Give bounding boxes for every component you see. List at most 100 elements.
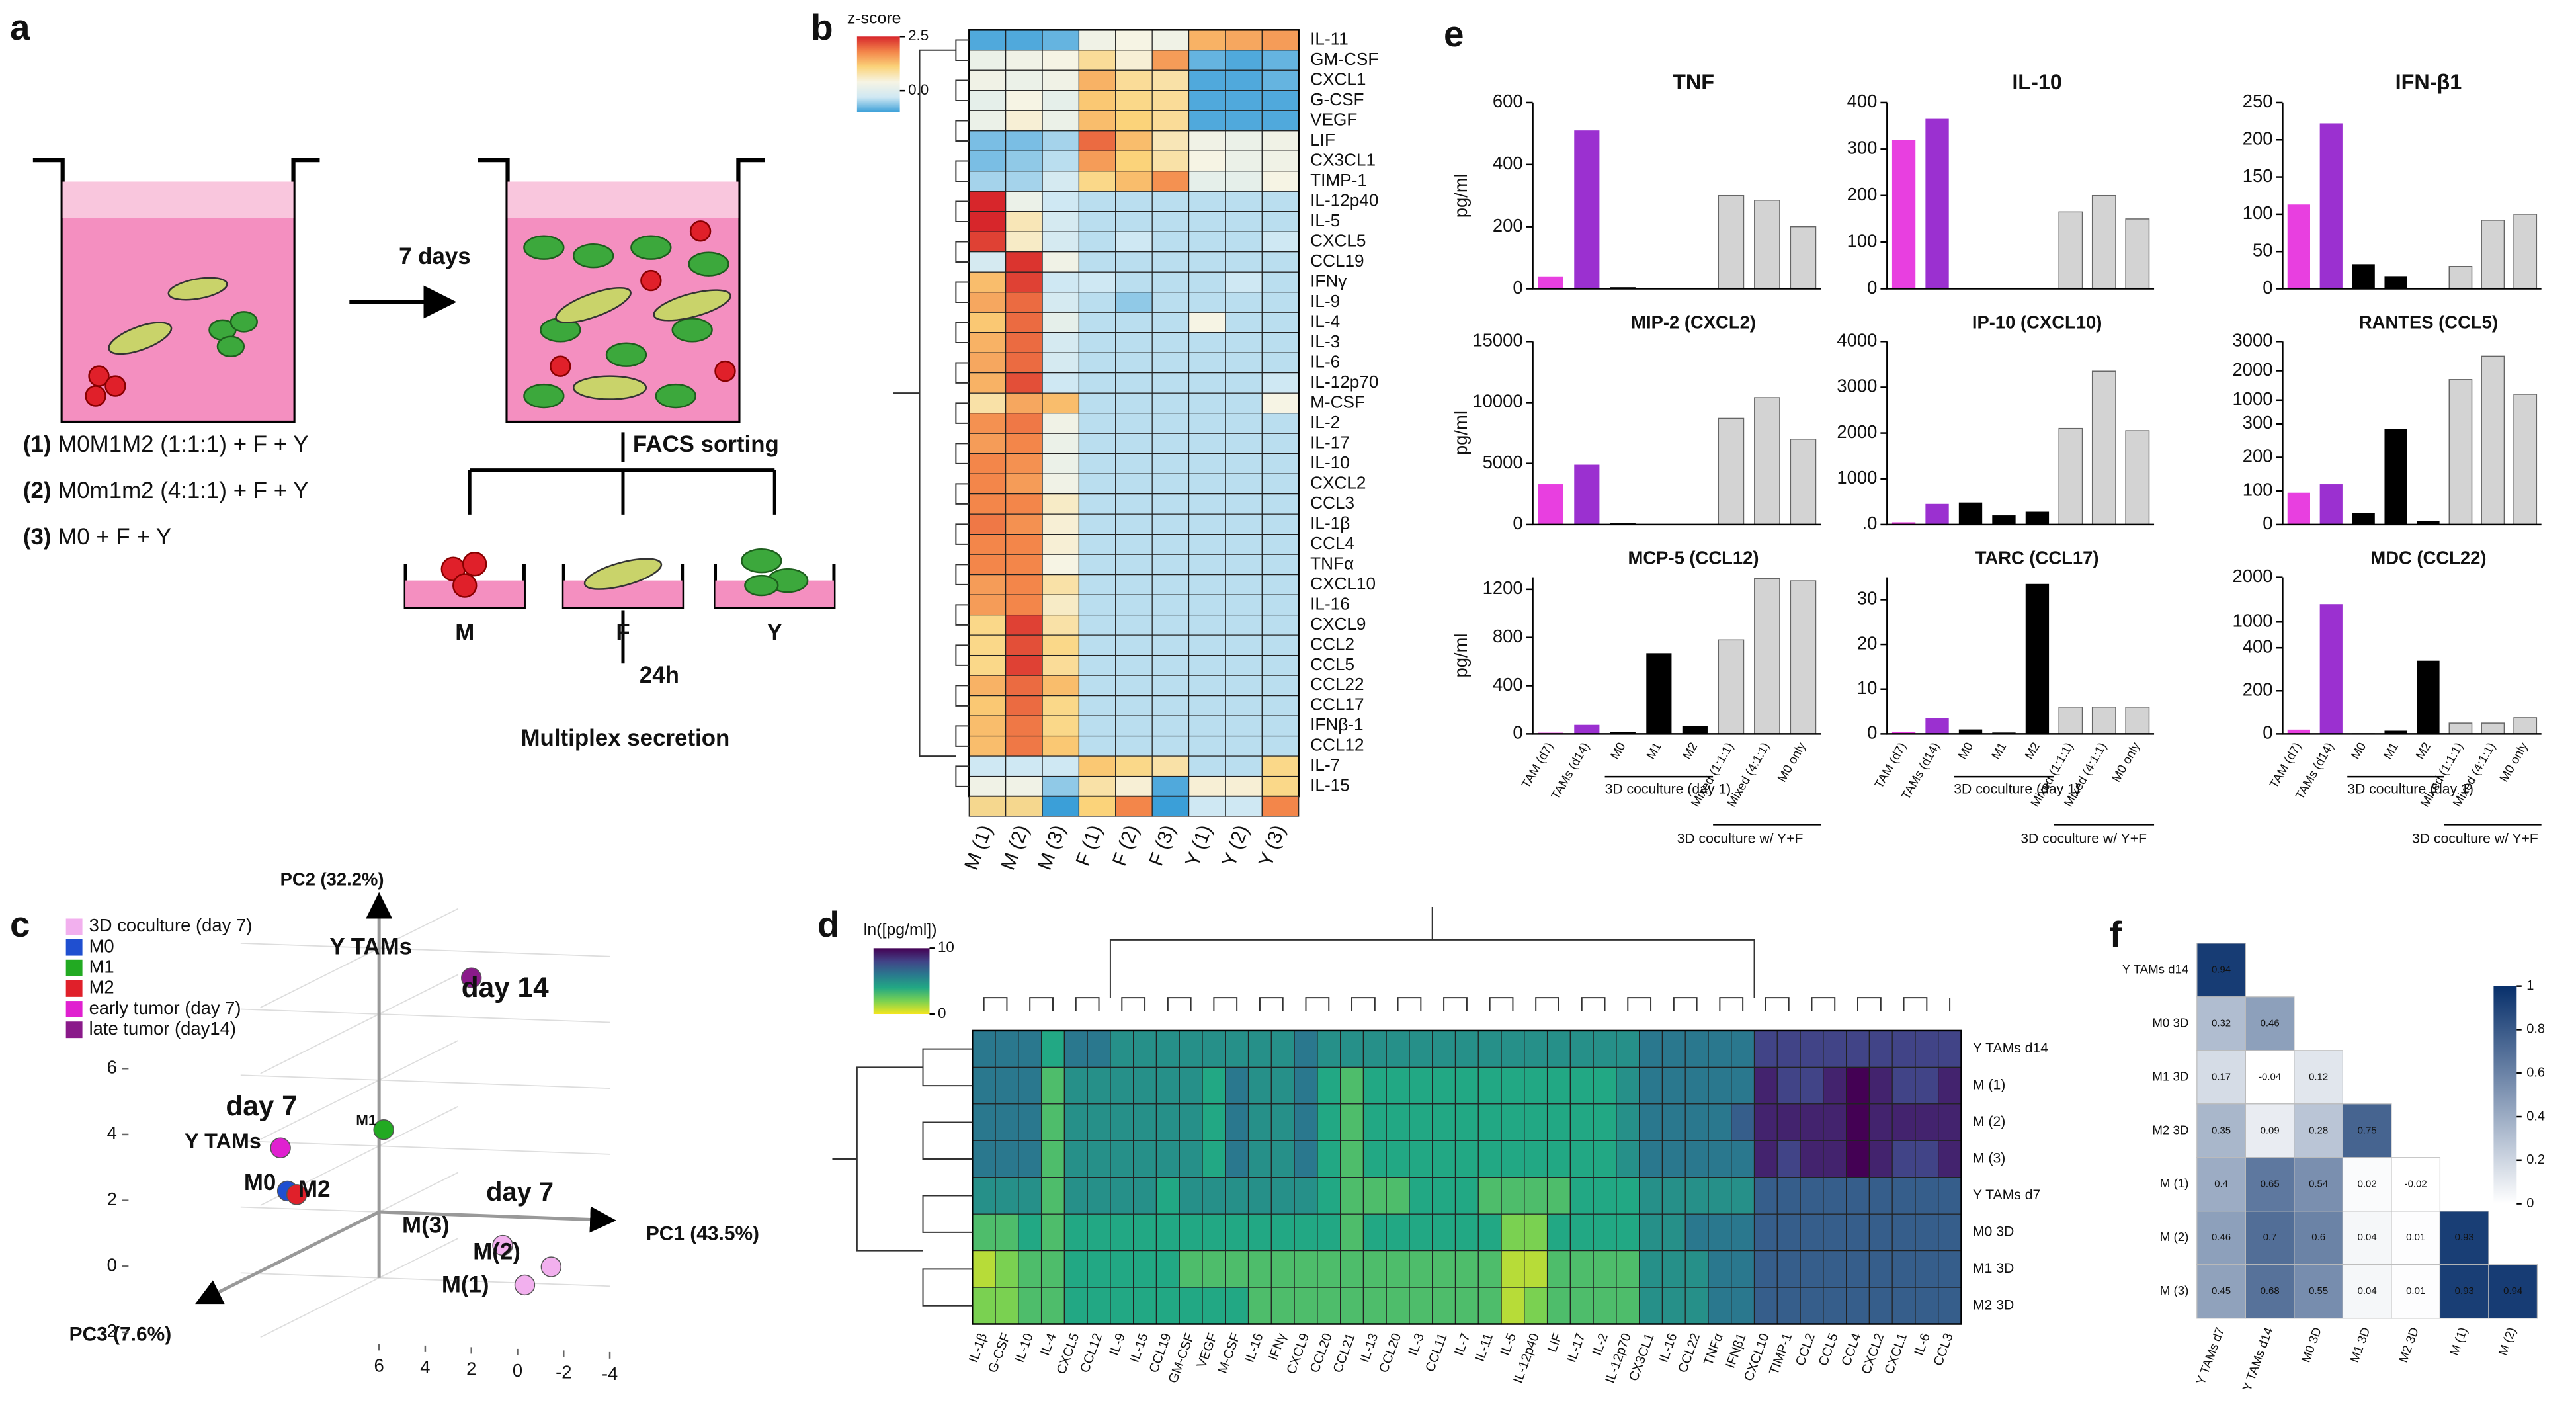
x-tick-label: TAM (d7) bbox=[1518, 740, 1556, 791]
heatmap-cell bbox=[1546, 1213, 1571, 1252]
bar bbox=[2287, 204, 2310, 289]
heatmap-cell bbox=[1005, 50, 1043, 71]
heatmap-cell bbox=[1225, 352, 1263, 374]
group-label: 3D coculture (day 1) bbox=[1605, 782, 1731, 797]
heatmap-cell bbox=[1179, 1177, 1203, 1215]
tick-label: -2 bbox=[101, 1320, 117, 1341]
heatmap-cell bbox=[1868, 1177, 1893, 1215]
dendro-branch bbox=[955, 564, 970, 585]
heatmap-cell bbox=[1151, 433, 1190, 454]
bar bbox=[1790, 580, 1817, 735]
bar bbox=[1891, 522, 1916, 525]
heatmap-cell bbox=[1317, 1250, 1341, 1288]
heatmap-cell bbox=[1225, 594, 1263, 616]
corr-value: 0.68 bbox=[2261, 1285, 2280, 1297]
row-label: M (3) bbox=[1973, 1151, 2005, 1166]
heatmap-cell bbox=[1294, 1250, 1318, 1288]
grid-line bbox=[240, 1074, 610, 1090]
heatmap-cell bbox=[1261, 775, 1300, 797]
bar bbox=[1790, 226, 1817, 290]
heatmap-cell bbox=[1188, 130, 1226, 151]
bar bbox=[2125, 430, 2150, 525]
heatmap-cell bbox=[1938, 1250, 1962, 1288]
heatmap-cell bbox=[1593, 1030, 1617, 1068]
heatmap-cell bbox=[1042, 453, 1080, 474]
column-label: Y (2) bbox=[1218, 822, 1253, 870]
heatmap-cell bbox=[1454, 1213, 1479, 1252]
heatmap-cell bbox=[1386, 1140, 1410, 1178]
heatmap-cell bbox=[1639, 1213, 1663, 1252]
heatmap-cell bbox=[1018, 1250, 1042, 1288]
x-tick-label: M0 bbox=[1955, 740, 1975, 761]
column-label: IL-2 bbox=[1590, 1331, 1611, 1357]
row-label: IL-6 bbox=[1310, 351, 1340, 371]
row-label: CXCL5 bbox=[1310, 230, 1366, 250]
heatmap-cell bbox=[1110, 1030, 1134, 1068]
heatmap-cell bbox=[1040, 1103, 1065, 1141]
heatmap-cell bbox=[1202, 1213, 1226, 1252]
heatmap-cell bbox=[968, 755, 1007, 777]
heatmap-cell bbox=[1261, 534, 1300, 555]
heatmap-cell bbox=[1110, 1066, 1134, 1105]
heatmap-cell bbox=[1040, 1177, 1065, 1215]
dendro-branch bbox=[832, 1066, 923, 1252]
heatmap-cell bbox=[1270, 1287, 1295, 1325]
heatmap-cell bbox=[1501, 1140, 1525, 1178]
heatmap-cell bbox=[968, 372, 1007, 394]
heatmap-cell bbox=[1225, 312, 1263, 333]
heatmap-cell bbox=[1151, 473, 1190, 495]
heatmap-cell bbox=[1915, 1213, 1939, 1252]
heatmap-cell bbox=[972, 1140, 996, 1178]
heatmap-cell bbox=[1477, 1177, 1502, 1215]
x-tick-label: TAM (d7) bbox=[1872, 740, 1909, 791]
column-label: IL-13 bbox=[1357, 1331, 1381, 1364]
bar bbox=[2287, 492, 2310, 525]
heatmap-cell bbox=[1317, 1103, 1341, 1141]
heatmap-cell bbox=[1800, 1030, 1824, 1068]
heatmap-cell bbox=[1078, 251, 1116, 273]
heatmap-cell bbox=[1151, 534, 1190, 555]
y-tick-label: 1000 bbox=[2233, 611, 2273, 631]
legend-label: M2 bbox=[89, 977, 114, 998]
y-tick-label: 0 bbox=[1867, 722, 1877, 743]
dendro-branch bbox=[955, 79, 970, 102]
chart-title: IFN-β1 bbox=[2395, 70, 2462, 94]
heatmap-cell bbox=[1225, 231, 1263, 253]
y-tick-label: 300 bbox=[2243, 412, 2273, 433]
heatmap-cell bbox=[1661, 1177, 1686, 1215]
heatmap-cell bbox=[1938, 1140, 1962, 1178]
heatmap-cell bbox=[968, 171, 1007, 192]
bar bbox=[2058, 211, 2083, 290]
heatmap-cell bbox=[1042, 392, 1080, 414]
corr-cell bbox=[2245, 996, 2295, 1051]
row-label: TNFα bbox=[1310, 553, 1354, 573]
heatmap-cell bbox=[1661, 1287, 1686, 1325]
column-label: IFNβ1 bbox=[1723, 1331, 1749, 1370]
heatmap-cell bbox=[1731, 1066, 1755, 1105]
heatmap-cell bbox=[1018, 1177, 1042, 1215]
heatmap-cell bbox=[1386, 1030, 1410, 1068]
y-tick-label: 10000 bbox=[1472, 391, 1522, 411]
bar bbox=[2025, 583, 2050, 734]
heatmap-cell bbox=[1188, 413, 1226, 434]
colorbar-title: ln([pg/ml]) bbox=[864, 920, 937, 939]
heatmap-cell bbox=[1409, 1213, 1433, 1252]
y-tick-label: 400 bbox=[1493, 674, 1523, 695]
heatmap-cell bbox=[968, 90, 1007, 111]
heatmap-cell bbox=[1078, 191, 1116, 212]
heatmap-cell bbox=[968, 675, 1007, 697]
heatmap-cell bbox=[1225, 130, 1263, 151]
heatmap-cell bbox=[1639, 1066, 1663, 1105]
legend-label: late tumor (day14) bbox=[89, 1018, 236, 1039]
corr-cell bbox=[2439, 1211, 2489, 1265]
heatmap-cell bbox=[1340, 1177, 1364, 1215]
row-label: CCL4 bbox=[1310, 533, 1354, 553]
heatmap-cell bbox=[1546, 1250, 1571, 1288]
bar bbox=[2125, 707, 2150, 735]
bar bbox=[1754, 578, 1780, 735]
legend-swatch bbox=[65, 918, 83, 935]
row-label: IL-11 bbox=[1310, 28, 1349, 48]
heatmap-cell bbox=[1386, 1177, 1410, 1215]
annotation: M(2) bbox=[473, 1239, 520, 1265]
heatmap-cell bbox=[1261, 352, 1300, 374]
